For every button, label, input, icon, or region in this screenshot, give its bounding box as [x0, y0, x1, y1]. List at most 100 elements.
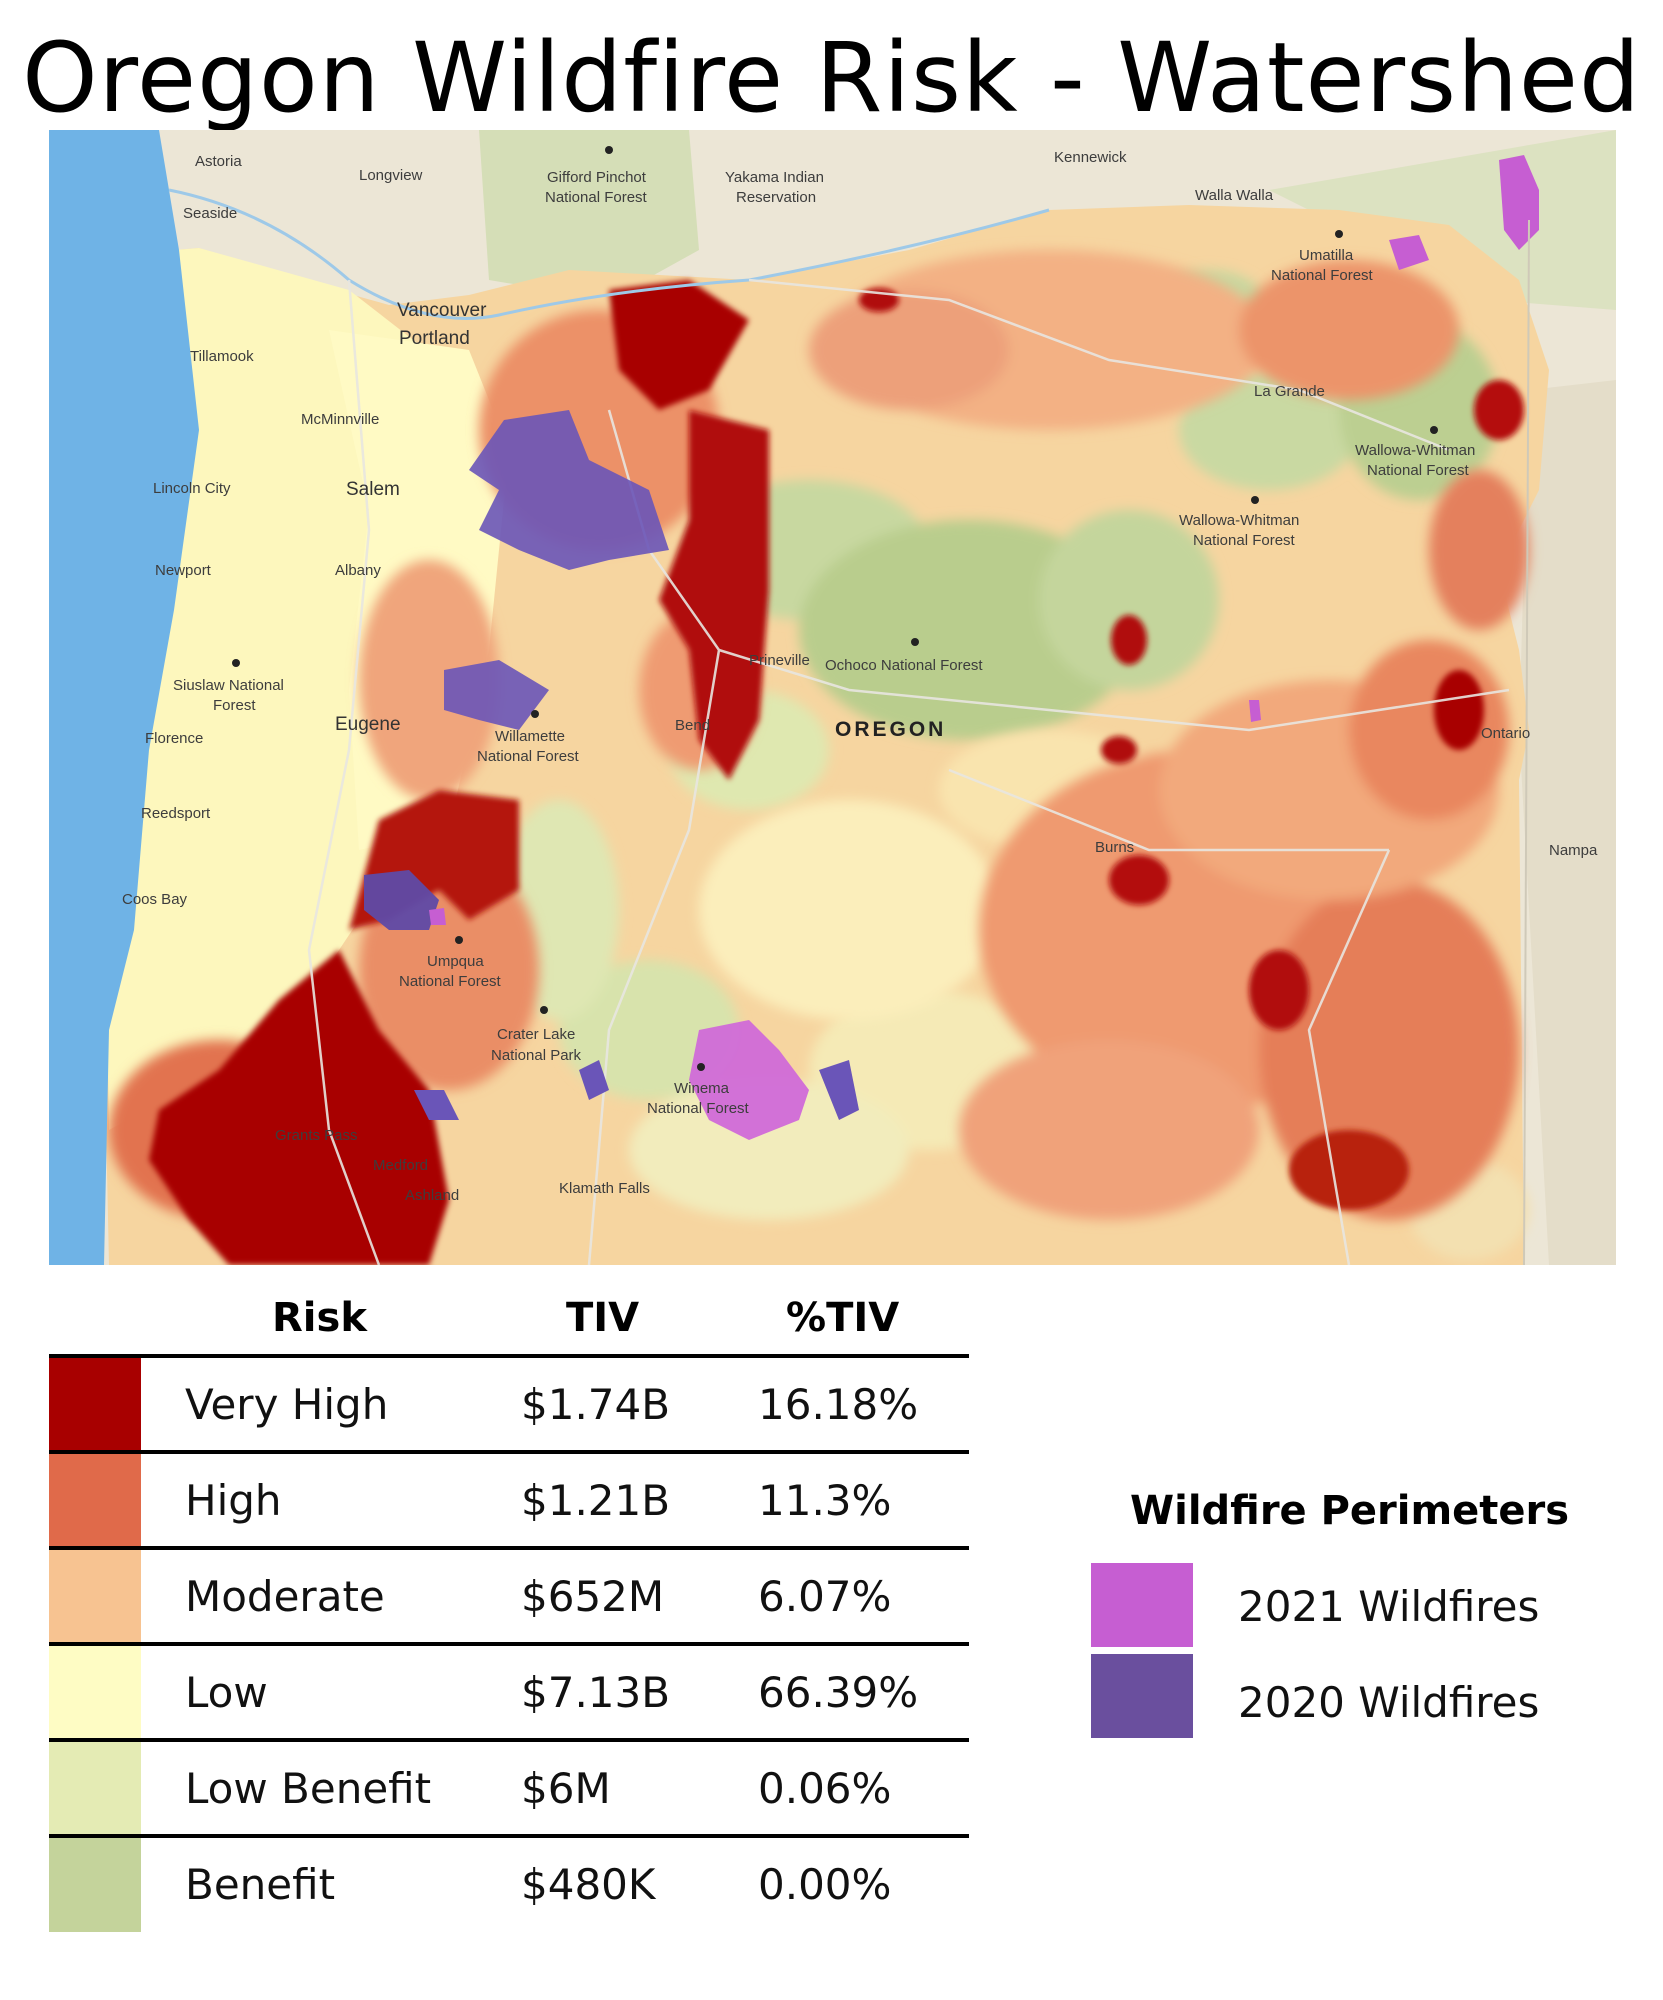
tiv-value: $7.13B — [521, 1668, 671, 1717]
svg-text:Burns: Burns — [1095, 839, 1134, 856]
svg-text:Umatilla: Umatilla — [1299, 247, 1354, 264]
svg-text:Bend: Bend — [675, 717, 710, 734]
columbia-river — [168, 188, 1050, 320]
svg-text:Grants Pass: Grants Pass — [275, 1127, 358, 1144]
pct-tiv-value: 0.00% — [758, 1860, 892, 1909]
tree-icon — [1335, 230, 1343, 238]
svg-text:Forest: Forest — [213, 697, 256, 714]
svg-text:Florence: Florence — [145, 730, 203, 747]
tree-icon — [531, 710, 539, 718]
tiv-value: $1.21B — [521, 1476, 671, 1525]
svg-text:Kennewick: Kennewick — [1054, 149, 1127, 166]
svg-text:National Forest: National Forest — [477, 748, 580, 765]
map-canvas: Astoria Seaside Longview Gifford Pinchot… — [49, 130, 1616, 1265]
svg-text:Klamath Falls: Klamath Falls — [559, 1180, 650, 1197]
place-labels: Astoria Seaside Longview Gifford Pinchot… — [122, 149, 1598, 1204]
risk-label: Low Benefit — [185, 1764, 432, 1813]
svg-text:Yakama Indian: Yakama Indian — [725, 169, 824, 186]
svg-text:Astoria: Astoria — [195, 153, 242, 170]
risk-label: Low — [185, 1668, 268, 1717]
svg-text:Reedsport: Reedsport — [141, 805, 211, 822]
tiv-value: $1.74B — [521, 1380, 671, 1429]
table-rule — [49, 1834, 969, 1838]
tree-icon — [605, 146, 613, 154]
svg-text:Gifford Pinchot: Gifford Pinchot — [547, 169, 647, 186]
state-border — [1523, 219, 1530, 1265]
svg-text:Willamette: Willamette — [495, 728, 565, 745]
table-row: Low Benefit $6M 0.06% — [49, 1742, 969, 1836]
tree-icon — [1251, 496, 1259, 504]
idaho-land — [1519, 380, 1616, 1265]
risk-label: Moderate — [185, 1572, 385, 1621]
table-row: Low $7.13B 66.39% — [49, 1646, 969, 1740]
tiv-value: $652M — [521, 1572, 665, 1621]
tree-icon — [232, 659, 240, 667]
svg-text:Siuslaw National: Siuslaw National — [173, 677, 284, 694]
risk-swatch — [49, 1838, 141, 1932]
svg-text:Tillamook: Tillamook — [190, 348, 254, 365]
header-pct-tiv: %TIV — [786, 1295, 900, 1341]
tiv-value: $480K — [521, 1860, 656, 1909]
svg-text:Umpqua: Umpqua — [427, 953, 484, 970]
risk-label: High — [185, 1476, 282, 1525]
svg-text:La Grande: La Grande — [1254, 383, 1325, 400]
risk-label: Very High — [185, 1380, 389, 1429]
risk-swatch — [49, 1454, 141, 1548]
svg-text:Newport: Newport — [155, 562, 212, 579]
tree-icon — [455, 936, 463, 944]
table-row: Very High $1.74B 16.18% — [49, 1358, 969, 1452]
svg-text:Salem: Salem — [346, 479, 400, 500]
svg-text:National Forest: National Forest — [545, 189, 648, 206]
svg-text:National Forest: National Forest — [1271, 267, 1374, 284]
tree-icon — [1430, 426, 1438, 434]
forest-markers — [232, 146, 1438, 1071]
tree-icon — [540, 1006, 548, 1014]
svg-text:National Forest: National Forest — [647, 1100, 750, 1117]
svg-text:Wallowa-Whitman: Wallowa-Whitman — [1355, 442, 1475, 459]
svg-text:National Forest: National Forest — [1367, 462, 1470, 479]
svg-text:Reservation: Reservation — [736, 189, 816, 206]
svg-text:National Forest: National Forest — [1193, 532, 1296, 549]
svg-text:Walla Walla: Walla Walla — [1195, 187, 1274, 204]
pct-tiv-value: 16.18% — [758, 1380, 919, 1429]
legend-swatch-2020 — [1091, 1654, 1193, 1738]
gifford-forest-area — [479, 130, 699, 300]
svg-text:OREGON: OREGON — [835, 718, 946, 741]
svg-text:Ashland: Ashland — [405, 1187, 459, 1204]
header-risk: Risk — [272, 1295, 367, 1341]
very-high-risk-zones — [149, 280, 1524, 1265]
pacific-ocean — [49, 130, 199, 1265]
legend-swatch-2021 — [1091, 1563, 1193, 1647]
map-title: Oregon Wildfire Risk - Watershed — [22, 22, 1641, 134]
table-row: High $1.21B 11.3% — [49, 1454, 969, 1548]
svg-text:Vancouver: Vancouver — [397, 300, 487, 321]
pct-tiv-value: 66.39% — [758, 1668, 919, 1717]
table-rule — [49, 1354, 969, 1358]
svg-text:Ochoco National Forest: Ochoco National Forest — [825, 657, 983, 674]
svg-text:Medford: Medford — [373, 1157, 428, 1174]
risk-swatch — [49, 1358, 141, 1452]
oregon-risk-map[interactable]: Astoria Seaside Longview Gifford Pinchot… — [49, 130, 1616, 1265]
pct-tiv-value: 6.07% — [758, 1572, 892, 1621]
svg-text:Ontario: Ontario — [1481, 725, 1530, 742]
pct-tiv-value: 11.3% — [758, 1476, 892, 1525]
svg-text:Crater Lake: Crater Lake — [497, 1026, 575, 1043]
table-rule — [49, 1450, 969, 1454]
table-rule — [49, 1738, 969, 1742]
risk-swatch — [49, 1742, 141, 1836]
svg-text:Seaside: Seaside — [183, 205, 237, 222]
table-rule — [49, 1642, 969, 1646]
tree-icon — [911, 638, 919, 646]
risk-swatch — [49, 1646, 141, 1740]
tree-icon — [697, 1063, 705, 1071]
svg-text:National Forest: National Forest — [399, 973, 502, 990]
risk-swatch — [49, 1550, 141, 1644]
svg-text:Albany: Albany — [335, 562, 381, 579]
svg-text:Eugene: Eugene — [335, 714, 401, 735]
svg-text:Longview: Longview — [359, 167, 423, 184]
svg-text:National Park: National Park — [491, 1047, 582, 1064]
legend-label-2020: 2020 Wildfires — [1238, 1678, 1540, 1727]
svg-text:Lincoln City: Lincoln City — [153, 480, 231, 497]
svg-text:Nampa: Nampa — [1549, 842, 1598, 859]
header-tiv: TIV — [566, 1295, 640, 1341]
